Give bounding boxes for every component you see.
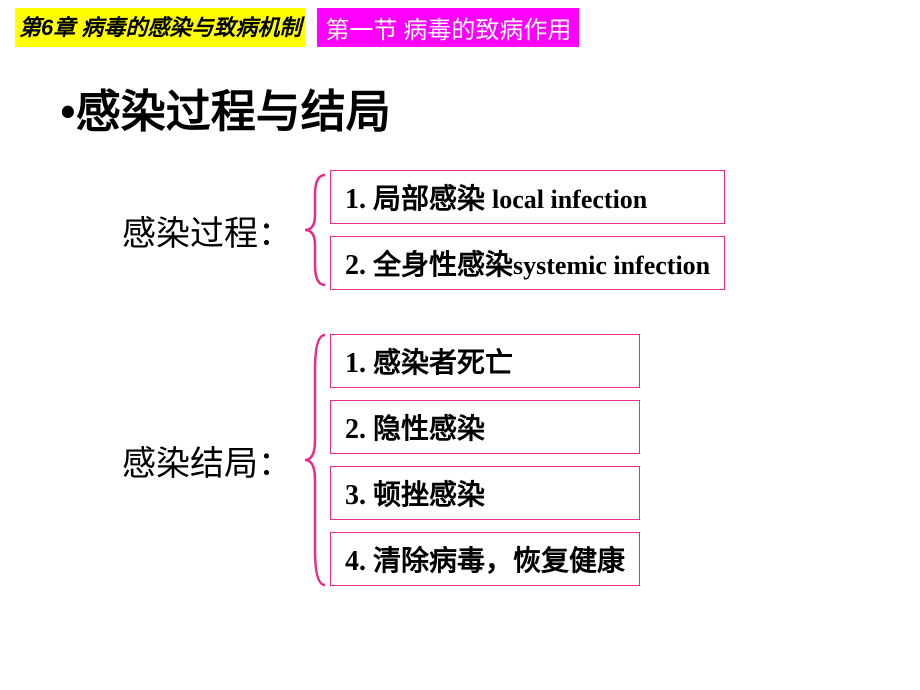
item-cn-text: 局部感染 (373, 184, 492, 215)
item-cn-text: 全身性感染 (373, 250, 513, 281)
item-en-text: local infection (492, 185, 647, 214)
process-item: 2. 全身性感染systemic infection (330, 236, 725, 290)
process-items: 1. 局部感染 local infection 2. 全身性感染systemic… (330, 170, 725, 290)
outcome-row: 感染结局： 1. 感染者死亡 2. 隐性感染 3. 顿挫感染 4. 清除病毒，恢… (0, 330, 920, 590)
item-number: 2. (345, 414, 373, 445)
brace-icon (300, 330, 330, 590)
process-row: 感染过程： 1. 局部感染 local infection 2. 全身性感染sy… (0, 170, 920, 290)
header: 第6章 病毒的感染与致病机制 第一节 病毒的致病作用 (0, 0, 920, 55)
main-title: •感染过程与结局 (60, 75, 920, 140)
outcome-brace-container (300, 330, 330, 590)
outcome-label: 感染结局： (100, 436, 300, 485)
process-item: 1. 局部感染 local infection (330, 170, 725, 224)
brace-icon (300, 170, 330, 290)
process-brace-container (300, 170, 330, 290)
chapter-badge: 第6章 病毒的感染与致病机制 (15, 8, 305, 47)
item-cn-text: 感染者死亡 (373, 348, 513, 379)
outcome-item: 1. 感染者死亡 (330, 334, 640, 388)
outcome-item: 4. 清除病毒，恢复健康 (330, 532, 640, 586)
item-number: 2. (345, 250, 373, 281)
item-cn-text: 顿挫感染 (373, 480, 485, 511)
item-number: 4. (345, 546, 373, 577)
item-cn-text: 清除病毒，恢复健康 (373, 546, 625, 577)
item-number: 3. (345, 480, 373, 511)
section-badge: 第一节 病毒的致病作用 (317, 8, 579, 47)
outcome-items: 1. 感染者死亡 2. 隐性感染 3. 顿挫感染 4. 清除病毒，恢复健康 (330, 334, 640, 586)
process-label: 感染过程： (100, 206, 300, 255)
item-en-text: systemic infection (513, 251, 710, 280)
outcome-item: 2. 隐性感染 (330, 400, 640, 454)
outcome-item: 3. 顿挫感染 (330, 466, 640, 520)
item-cn-text: 隐性感染 (373, 414, 485, 445)
item-number: 1. (345, 348, 373, 379)
item-number: 1. (345, 184, 373, 215)
